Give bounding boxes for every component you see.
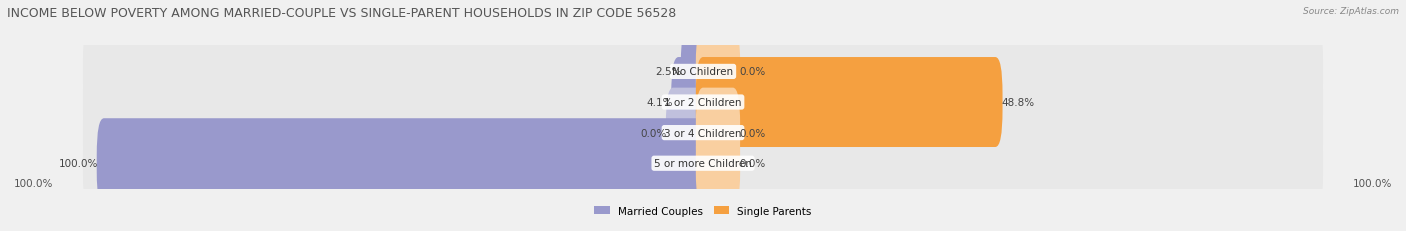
Text: 2.5%: 2.5%: [655, 67, 682, 77]
FancyBboxPatch shape: [83, 17, 1323, 127]
Text: INCOME BELOW POVERTY AMONG MARRIED-COUPLE VS SINGLE-PARENT HOUSEHOLDS IN ZIP COD: INCOME BELOW POVERTY AMONG MARRIED-COUPL…: [7, 7, 676, 20]
Text: 5 or more Children: 5 or more Children: [654, 158, 752, 168]
Text: 4.1%: 4.1%: [645, 97, 672, 108]
Text: 48.8%: 48.8%: [1001, 97, 1035, 108]
Text: 100.0%: 100.0%: [59, 158, 98, 168]
FancyBboxPatch shape: [681, 27, 710, 117]
Text: No Children: No Children: [672, 67, 734, 77]
FancyBboxPatch shape: [696, 58, 1002, 147]
FancyBboxPatch shape: [83, 78, 1323, 188]
Text: 100.0%: 100.0%: [1353, 179, 1392, 188]
Text: Source: ZipAtlas.com: Source: ZipAtlas.com: [1303, 7, 1399, 16]
Text: 0.0%: 0.0%: [740, 67, 765, 77]
Text: 1 or 2 Children: 1 or 2 Children: [664, 97, 742, 108]
FancyBboxPatch shape: [696, 27, 740, 117]
Text: 3 or 4 Children: 3 or 4 Children: [664, 128, 742, 138]
Text: 0.0%: 0.0%: [740, 158, 765, 168]
Text: 0.0%: 0.0%: [641, 128, 666, 138]
FancyBboxPatch shape: [83, 108, 1323, 219]
FancyBboxPatch shape: [97, 119, 710, 208]
Legend: Married Couples, Single Parents: Married Couples, Single Parents: [595, 206, 811, 216]
FancyBboxPatch shape: [83, 47, 1323, 158]
FancyBboxPatch shape: [696, 88, 740, 178]
FancyBboxPatch shape: [696, 119, 740, 208]
Text: 100.0%: 100.0%: [14, 179, 53, 188]
FancyBboxPatch shape: [666, 88, 710, 178]
Text: 0.0%: 0.0%: [740, 128, 765, 138]
FancyBboxPatch shape: [671, 58, 710, 147]
